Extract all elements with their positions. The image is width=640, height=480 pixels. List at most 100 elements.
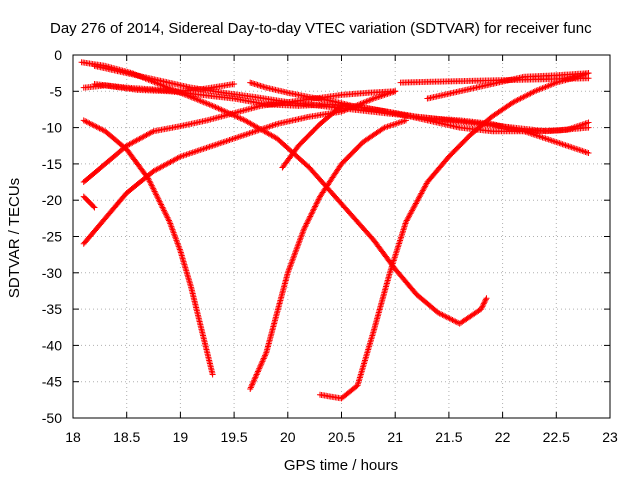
data-point <box>272 121 279 128</box>
y-tick-label: -50 <box>42 410 62 426</box>
data-point <box>243 131 250 138</box>
data-point <box>259 358 266 365</box>
data-point <box>82 118 89 125</box>
data-point <box>307 212 314 219</box>
data-point <box>579 147 586 154</box>
data-point <box>367 96 374 103</box>
data-point <box>198 146 205 153</box>
data-point <box>380 125 387 132</box>
data-point <box>262 351 269 358</box>
data-point <box>200 99 207 106</box>
data-point <box>260 355 267 362</box>
data-point <box>303 220 310 227</box>
series-layer <box>78 59 592 402</box>
data-point <box>312 203 319 210</box>
data-point <box>162 210 169 217</box>
data-point <box>452 318 459 325</box>
data-point <box>518 94 525 101</box>
data-point <box>258 361 265 368</box>
data-point <box>182 152 189 159</box>
data-point <box>237 133 244 140</box>
data-point <box>232 134 239 141</box>
data-point <box>553 139 560 146</box>
data-point <box>158 201 165 208</box>
data-point <box>211 103 218 110</box>
data-point <box>237 115 244 122</box>
data-point <box>453 319 460 326</box>
data-point <box>570 144 577 151</box>
data-point <box>231 81 238 88</box>
data-point <box>93 123 100 130</box>
data-point <box>517 95 524 102</box>
data-point <box>341 107 348 114</box>
data-point <box>568 144 575 151</box>
data-point <box>359 100 366 107</box>
data-point <box>150 187 157 194</box>
data-point <box>266 123 273 130</box>
data-point <box>520 94 527 101</box>
data-point <box>206 101 213 108</box>
data-point <box>523 92 530 99</box>
data-point <box>542 135 549 142</box>
data-point <box>193 96 200 103</box>
y-tick-label: -20 <box>42 192 62 208</box>
x-tick-label: 22.5 <box>543 429 570 445</box>
data-point <box>480 300 487 307</box>
data-point <box>446 315 453 322</box>
data-point <box>260 356 267 363</box>
x-tick-label: 20 <box>280 429 296 445</box>
data-point <box>96 125 103 132</box>
data-point <box>186 150 193 157</box>
data-point <box>386 123 393 130</box>
data-point <box>163 213 170 220</box>
data-point <box>305 216 312 223</box>
data-point <box>300 226 307 233</box>
data-point <box>306 214 313 221</box>
data-point <box>163 211 170 218</box>
data-point <box>582 148 589 155</box>
data-point <box>247 385 254 392</box>
data-point <box>435 309 442 316</box>
data-point <box>228 136 235 143</box>
data-point <box>479 303 486 310</box>
y-tick-label: -45 <box>42 374 62 390</box>
data-point <box>199 98 206 105</box>
data-point <box>312 202 319 209</box>
data-point <box>234 134 241 141</box>
data-point <box>155 195 162 202</box>
data-point <box>448 316 455 323</box>
data-point <box>161 208 168 215</box>
data-point <box>203 144 210 151</box>
data-point <box>395 119 402 126</box>
ticks <box>72 54 611 419</box>
data-point <box>202 99 209 106</box>
chart-title: Day 276 of 2014, Sidereal Day-to-day VTE… <box>50 20 592 37</box>
data-point <box>208 102 215 109</box>
data-point <box>438 311 445 318</box>
data-point <box>551 138 558 145</box>
data-point <box>450 317 457 324</box>
data-point <box>257 362 264 369</box>
data-point <box>396 119 403 126</box>
data-point <box>548 137 555 144</box>
data-point <box>249 129 256 136</box>
data-point <box>89 121 96 128</box>
data-point <box>270 122 277 129</box>
data-point <box>585 75 592 82</box>
data-point <box>205 101 212 108</box>
data-point <box>165 217 172 224</box>
data-point <box>200 145 207 152</box>
series-track-14 <box>424 70 592 102</box>
data-point <box>574 146 581 153</box>
data-point <box>229 136 236 143</box>
data-point <box>393 120 400 127</box>
data-point <box>246 130 253 137</box>
data-point <box>583 149 590 156</box>
data-point <box>338 108 345 115</box>
x-tick-label: 23 <box>602 429 618 445</box>
data-point <box>148 181 155 188</box>
data-point <box>562 142 569 149</box>
data-point <box>214 104 221 111</box>
data-point <box>307 213 314 220</box>
y-tick-label: -40 <box>42 337 62 353</box>
